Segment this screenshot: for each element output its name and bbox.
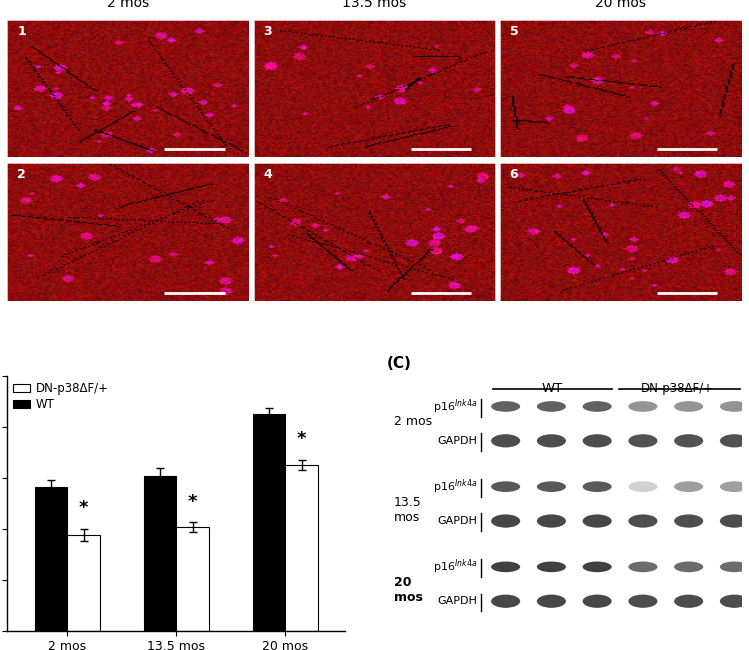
Text: 2: 2: [17, 168, 26, 181]
Ellipse shape: [537, 562, 566, 572]
Ellipse shape: [491, 434, 521, 447]
Ellipse shape: [537, 434, 566, 447]
Ellipse shape: [628, 562, 658, 572]
Ellipse shape: [674, 481, 703, 492]
Ellipse shape: [491, 481, 521, 492]
Ellipse shape: [491, 562, 521, 572]
Legend: DN-p38ΔF/+, WT: DN-p38ΔF/+, WT: [13, 382, 109, 411]
Bar: [285, 465, 318, 630]
Text: GAPDH: GAPDH: [437, 436, 477, 446]
Text: 2 mos: 2 mos: [107, 0, 149, 10]
Ellipse shape: [720, 562, 749, 572]
Text: p16$^{Ink4a}$: p16$^{Ink4a}$: [433, 397, 477, 416]
Ellipse shape: [537, 514, 566, 528]
Bar: [67, 535, 100, 630]
Ellipse shape: [720, 434, 749, 447]
Ellipse shape: [537, 481, 566, 492]
Text: WT: WT: [541, 382, 562, 395]
Ellipse shape: [583, 401, 612, 412]
Ellipse shape: [628, 595, 658, 608]
Ellipse shape: [583, 562, 612, 572]
Bar: [34, 487, 67, 630]
Ellipse shape: [491, 595, 521, 608]
Ellipse shape: [491, 401, 521, 412]
Text: *: *: [79, 499, 88, 517]
Ellipse shape: [583, 514, 612, 528]
Text: *: *: [297, 430, 306, 448]
Ellipse shape: [720, 595, 749, 608]
Ellipse shape: [537, 401, 566, 412]
Ellipse shape: [583, 481, 612, 492]
Text: 13.5 mos: 13.5 mos: [342, 0, 407, 10]
Text: 4: 4: [264, 168, 272, 181]
Ellipse shape: [628, 514, 658, 528]
Text: 1: 1: [17, 25, 26, 38]
Text: 5: 5: [510, 25, 518, 38]
Ellipse shape: [628, 481, 658, 492]
Text: GAPDH: GAPDH: [437, 516, 477, 526]
Ellipse shape: [674, 514, 703, 528]
Ellipse shape: [674, 562, 703, 572]
Ellipse shape: [674, 595, 703, 608]
Text: 20
mos: 20 mos: [394, 576, 422, 604]
Text: p16$^{Ink4a}$: p16$^{Ink4a}$: [433, 477, 477, 496]
Ellipse shape: [674, 401, 703, 412]
Text: GAPDH: GAPDH: [437, 596, 477, 606]
Text: 13.5
mos: 13.5 mos: [394, 495, 422, 523]
Bar: [252, 414, 285, 630]
Bar: [144, 476, 176, 630]
Text: *: *: [188, 493, 198, 511]
Ellipse shape: [720, 481, 749, 492]
Ellipse shape: [720, 514, 749, 528]
Ellipse shape: [720, 401, 749, 412]
Ellipse shape: [491, 514, 521, 528]
Text: (C): (C): [386, 356, 412, 370]
Ellipse shape: [583, 434, 612, 447]
Ellipse shape: [628, 401, 658, 412]
Ellipse shape: [674, 434, 703, 447]
Text: p16$^{Ink4a}$: p16$^{Ink4a}$: [433, 558, 477, 576]
Ellipse shape: [628, 434, 658, 447]
Text: 2 mos: 2 mos: [394, 415, 432, 428]
Bar: [176, 527, 209, 630]
Text: 3: 3: [264, 25, 272, 38]
Text: DN-p38ΔF/+: DN-p38ΔF/+: [641, 382, 714, 395]
Ellipse shape: [537, 595, 566, 608]
Text: 6: 6: [510, 168, 518, 181]
Text: 20 mos: 20 mos: [595, 0, 646, 10]
Ellipse shape: [583, 595, 612, 608]
